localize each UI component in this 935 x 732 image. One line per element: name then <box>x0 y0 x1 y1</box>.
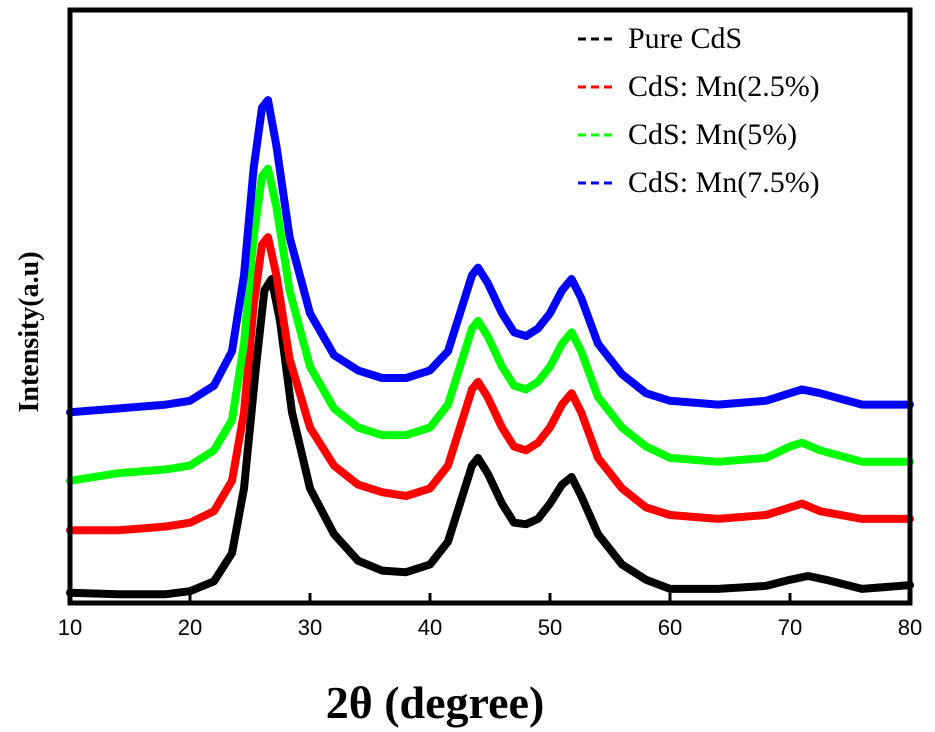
x-tick-label: 40 <box>418 615 442 640</box>
plot-frame <box>67 7 913 606</box>
x-ticks: 10 20 30 40 50 60 70 80 <box>58 593 922 640</box>
x-axis-title: 2θ (degree) <box>326 677 545 728</box>
series-layer <box>66 96 914 599</box>
x-tick-label: 30 <box>298 615 322 640</box>
x-tick-label: 10 <box>58 615 82 640</box>
legend-label-2: CdS: Mn(5%) <box>628 118 797 151</box>
x-tick-label: 70 <box>778 615 802 640</box>
x-tick-label: 60 <box>658 615 682 640</box>
series-line-1 <box>66 233 914 535</box>
legend-label-0: Pure CdS <box>628 22 742 55</box>
legend-label-3: CdS: Mn(7.5%) <box>628 166 820 199</box>
legend: Pure CdS CdS: Mn(2.5%) CdS: Mn(5%) CdS: Mn(… <box>578 22 820 199</box>
legend-label-1: CdS: Mn(2.5%) <box>628 70 820 103</box>
y-axis-title: Intensity(a.u) <box>14 251 45 412</box>
series-line-3 <box>66 96 914 417</box>
x-tick-label: 20 <box>178 615 202 640</box>
series-line-0 <box>66 275 914 599</box>
series-line-2 <box>66 164 914 485</box>
x-tick-label: 80 <box>898 615 922 640</box>
x-tick-label: 50 <box>538 615 562 640</box>
